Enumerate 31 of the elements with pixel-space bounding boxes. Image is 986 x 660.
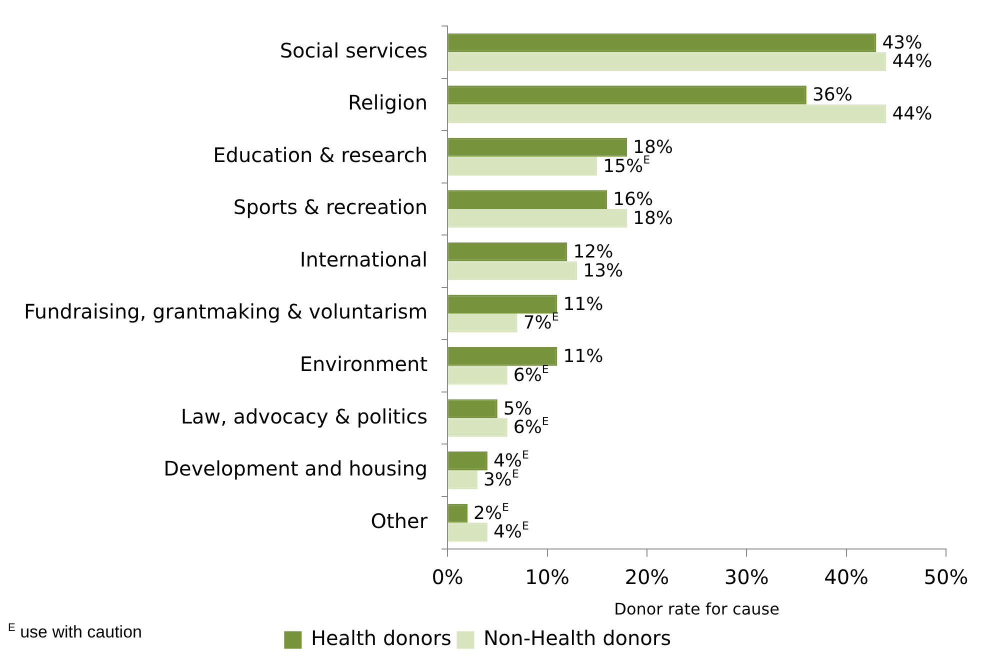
data-label: 11%: [563, 346, 604, 368]
x-axis-title: Donor rate for cause: [614, 600, 780, 619]
y-tick-label: Law, advocacy & politics: [180, 404, 428, 428]
y-tick-label: Social services: [280, 38, 428, 62]
data-label: 44%: [892, 104, 932, 124]
data-label: 44%: [892, 51, 932, 72]
y-tick-label: Development and housing: [164, 456, 428, 481]
x-tick-label: 10%: [525, 565, 570, 590]
data-label: 13%: [583, 260, 624, 282]
x-tick-label: 20%: [624, 565, 670, 590]
x-tick-label: 50%: [924, 565, 968, 590]
y-tick-label: Environment: [300, 352, 428, 376]
data-label: 5%: [503, 398, 532, 420]
y-tick-label: Other: [370, 508, 428, 533]
data-label: 43%: [882, 32, 922, 54]
data-label: 18%: [633, 208, 674, 230]
x-tick-label: 0%: [432, 565, 464, 590]
data-label: 36%: [812, 84, 852, 106]
text: $^{E}$ use with caution: [8, 622, 142, 643]
x-tick-label: 30%: [724, 565, 769, 590]
y-tick-label: Education & research: [213, 142, 428, 167]
data-label: 12%: [573, 242, 614, 263]
y-tick-label: Fundraising, grantmaking & voluntarism: [24, 300, 428, 324]
data-label: 11%: [563, 294, 604, 315]
data-label: 16%: [613, 189, 654, 210]
y-tick-label: Religion: [348, 90, 428, 115]
legend-label: Non-Health donors: [483, 626, 672, 650]
y-tick-label: Sports & recreation: [233, 195, 428, 220]
x-tick-label: 40%: [824, 565, 869, 590]
legend-label: Health donors: [310, 626, 452, 650]
y-tick-label: International: [300, 247, 428, 272]
